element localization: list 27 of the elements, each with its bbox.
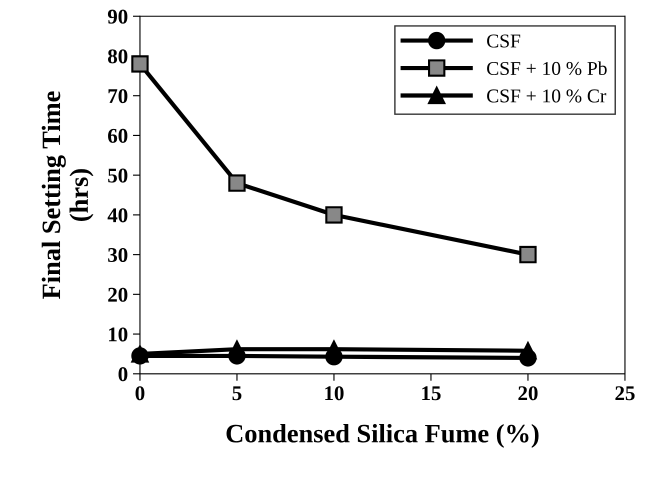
y-tick-label: 0 — [118, 367, 128, 382]
point — [519, 246, 537, 264]
y-axis-title: Final Setting Time (hrs) — [42, 91, 94, 299]
x-tick-label: 20 — [518, 386, 538, 400]
y-tick-label: 10 — [108, 327, 128, 342]
x-tick-label: 10 — [325, 386, 344, 400]
y-tick-label: 80 — [108, 49, 128, 64]
x-tick-label: 25 — [615, 386, 635, 400]
y-tick-label: 70 — [108, 89, 128, 104]
y-tick-label: 90 — [108, 10, 128, 24]
y-tick-label: 60 — [108, 128, 128, 143]
x-tick-label: 5 — [232, 386, 242, 400]
legend-label: CSF — [487, 34, 520, 48]
y-tick-label: 50 — [108, 168, 128, 183]
point — [131, 347, 149, 365]
point — [131, 55, 149, 73]
legend-label: CSF + 10 % Pb — [487, 61, 607, 76]
legend-label: CSF + 10 % Cr — [487, 89, 606, 103]
point — [325, 206, 343, 224]
point — [519, 349, 537, 367]
x-axis-title: Condensed Silica Fume (%) — [226, 424, 539, 448]
y-tick-label: 40 — [108, 208, 128, 222]
y-tick-label: 20 — [108, 288, 128, 302]
y-tick-label: 30 — [108, 248, 128, 262]
x-tick-label: 0 — [136, 386, 144, 400]
x-tick-label: 15 — [422, 386, 441, 400]
point — [228, 174, 246, 192]
